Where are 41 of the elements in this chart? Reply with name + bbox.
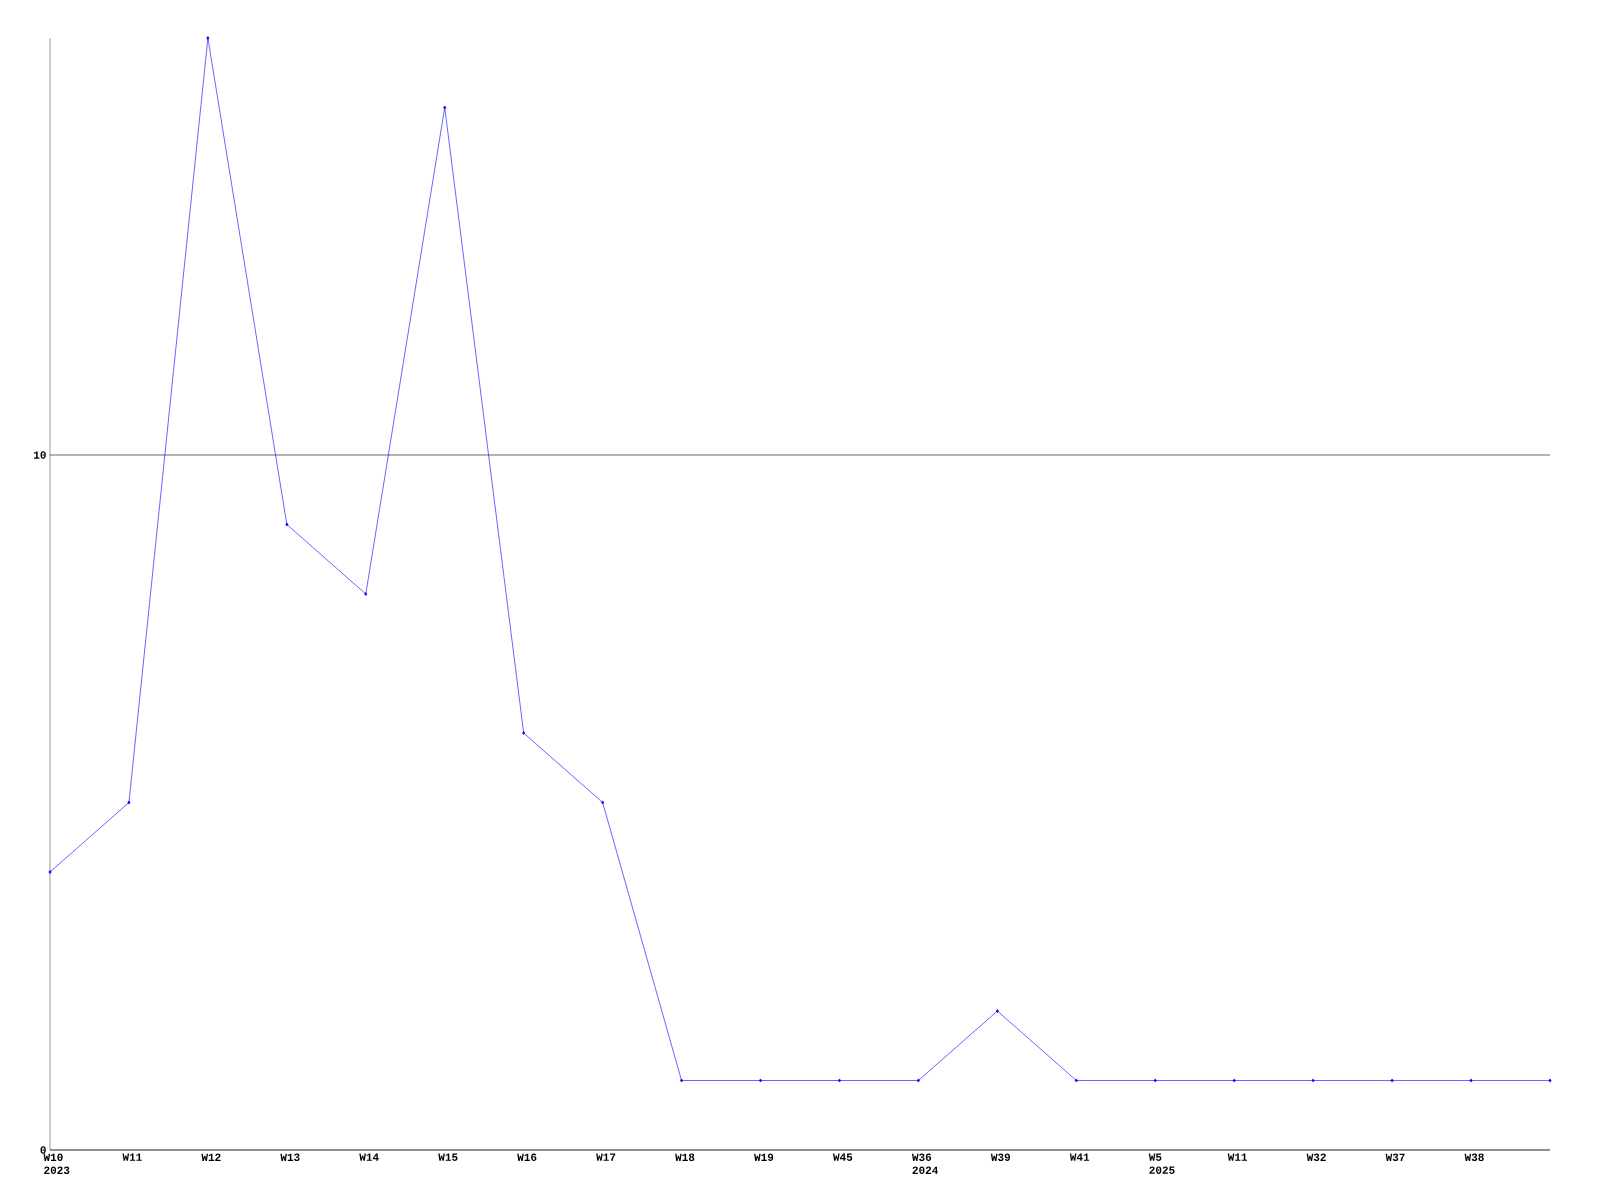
point [759,1078,763,1083]
point [1153,1078,1157,1083]
point [1390,1078,1394,1083]
point [1074,1078,1078,1083]
point [127,800,131,805]
x-tick-label: W41 [1069,1153,1090,1161]
point [995,1009,999,1013]
x-tick-label: W15 [438,1153,458,1161]
y-tick-label: 10 [34,451,46,459]
x-tick-label: W37 [1385,1153,1405,1162]
x-tick-label: W32 [1306,1153,1326,1162]
x-tick-label: W16 [517,1153,537,1161]
x-tick-label: W45 [833,1153,853,1161]
point [1232,1078,1236,1083]
point [916,1078,920,1083]
point [206,36,210,40]
point [1548,1078,1552,1083]
point [1469,1078,1473,1083]
x-tick-label: W17 [596,1153,616,1161]
x-tick-label: W12 [201,1153,221,1161]
point [285,522,289,527]
point [837,1078,841,1083]
x-tick-label: W11 [122,1153,142,1161]
point [680,1078,684,1083]
point [48,870,52,874]
point [364,592,368,596]
point [443,105,447,110]
point [522,731,526,735]
point [601,800,605,805]
y-tick-label: 0 [40,1146,46,1154]
x-tick-label: W38 [1464,1153,1484,1162]
x-tick-label: W18 [675,1153,695,1161]
x-tick-label: W13 [280,1153,300,1162]
x-tick-label: W5 2025 [1148,1153,1175,1174]
x-tick-label: W19 [754,1153,774,1161]
x-tick-label: W11 [1227,1153,1248,1161]
point [1311,1078,1315,1083]
x-tick-label: W10 2023 [43,1153,70,1175]
x-tick-label: W39 [990,1153,1011,1162]
x-tick-label: W14 [359,1153,379,1161]
x-tick-label: W36 2024 [911,1153,939,1174]
